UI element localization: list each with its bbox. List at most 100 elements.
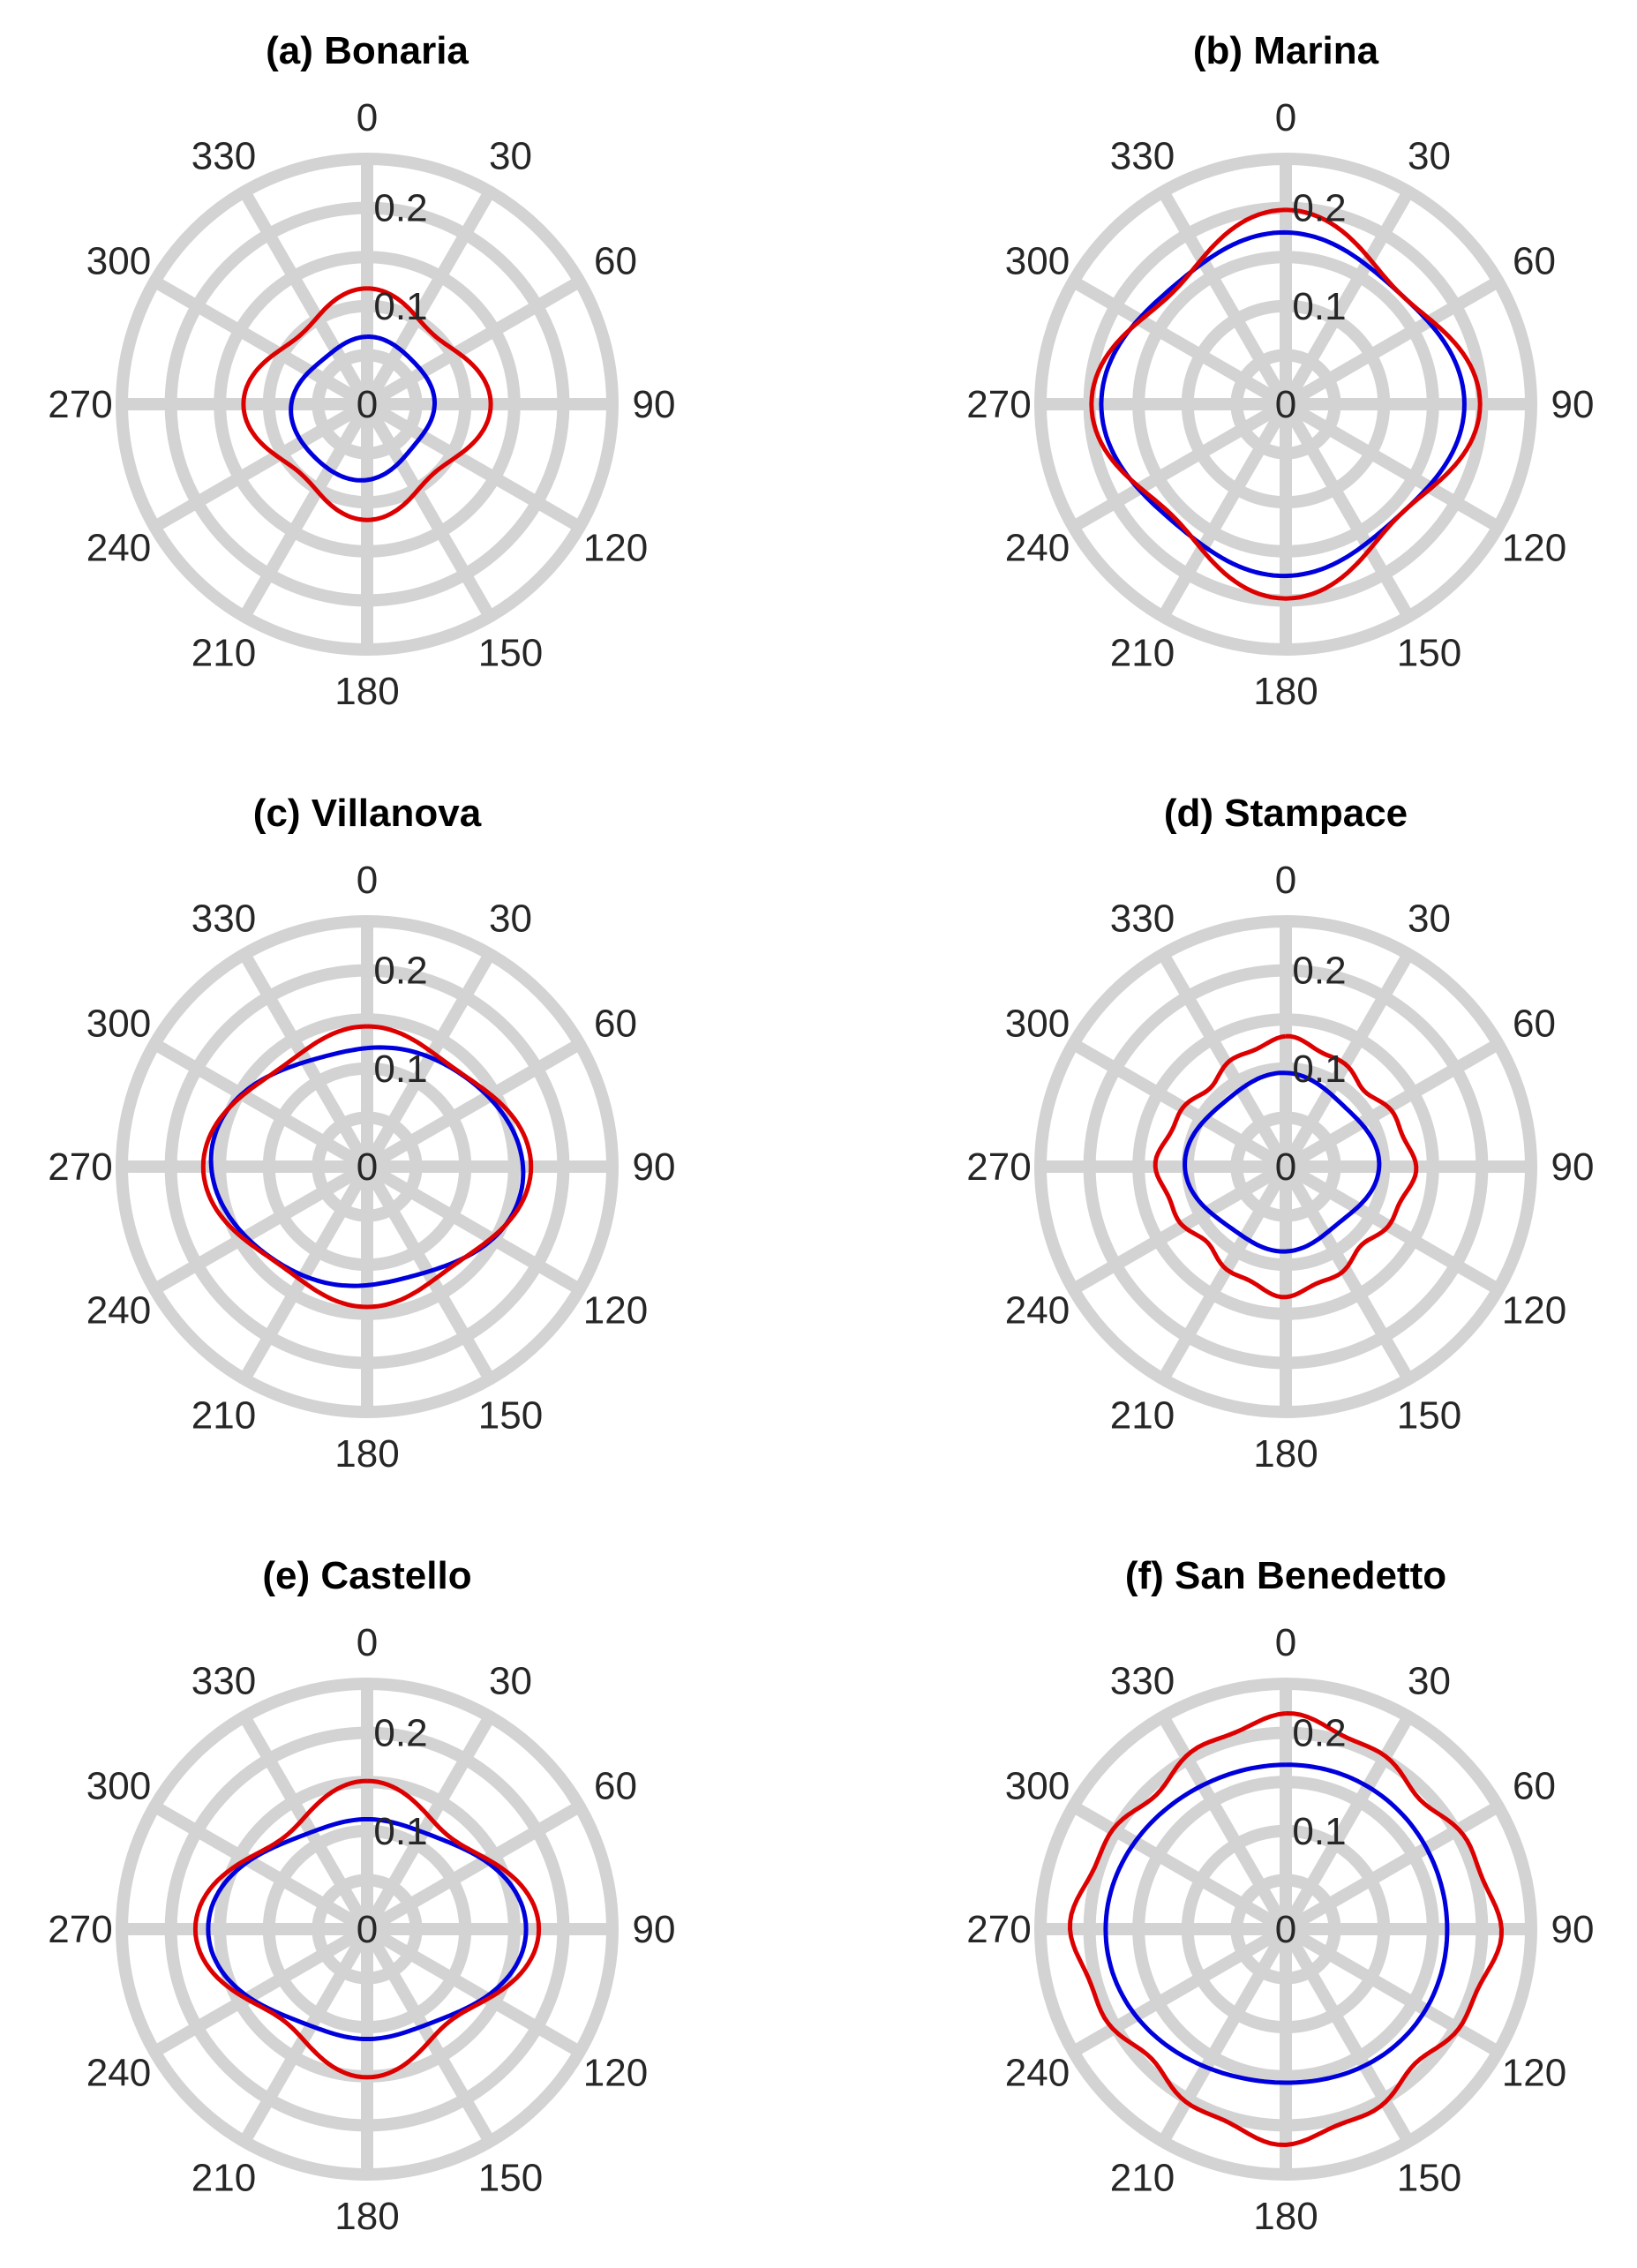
theta-tick-label: 300 bbox=[1005, 240, 1070, 283]
grid-ring bbox=[164, 1726, 570, 2132]
theta-tick-label: 210 bbox=[1110, 2157, 1175, 2200]
grid-spoke bbox=[151, 1800, 371, 1935]
r-tick-label: 0.2 bbox=[373, 950, 427, 993]
grid-spoke bbox=[1070, 1038, 1289, 1173]
series-line-blue bbox=[1183, 1070, 1382, 1254]
theta-tick-label: 210 bbox=[1110, 1394, 1175, 1438]
grid-ring bbox=[116, 153, 619, 656]
panel-title: (b) Marina bbox=[1193, 29, 1379, 72]
theta-tick-label: 180 bbox=[334, 1432, 399, 1476]
grid-spoke bbox=[151, 398, 371, 533]
grid-spoke bbox=[1280, 1163, 1415, 1383]
polar-panel: (e) Castello 0 30 60 90 120 150 180 210 240 270 300… bbox=[48, 1554, 675, 2238]
grid-spoke bbox=[1282, 275, 1502, 410]
theta-tick-label: 90 bbox=[633, 1145, 676, 1189]
theta-tick-label: 120 bbox=[583, 1289, 648, 1333]
theta-tick-label: 180 bbox=[334, 2195, 399, 2238]
theta-tick-label: 30 bbox=[1408, 135, 1451, 178]
theta-tick-label: 270 bbox=[966, 1908, 1031, 1951]
theta-tick-label: 120 bbox=[1502, 2052, 1566, 2095]
theta-tick-label: 0 bbox=[1275, 96, 1296, 139]
grid-ring bbox=[312, 1111, 423, 1222]
theta-tick-label: 90 bbox=[633, 1908, 676, 1951]
grid-ring bbox=[1230, 1874, 1341, 1985]
panel-title: (d) Stampace bbox=[1164, 792, 1408, 835]
grid-spoke bbox=[361, 401, 496, 620]
r-tick-label: 0.2 bbox=[1292, 950, 1346, 993]
grid-spoke bbox=[1157, 950, 1292, 1170]
theta-tick-label: 330 bbox=[191, 135, 256, 178]
r-tick-label: 0 bbox=[1275, 1908, 1296, 1951]
grid-spoke bbox=[364, 275, 583, 410]
series-line-red bbox=[1089, 207, 1483, 601]
grid-spoke bbox=[361, 1926, 496, 2145]
theta-tick-label: 120 bbox=[583, 2052, 648, 2095]
grid-spoke bbox=[1280, 1926, 1415, 2145]
polar-panel: (a) Bonaria 0 30 60 90 120 150 180 210 240 270 300 3… bbox=[48, 29, 675, 713]
r-tick-label: 0.1 bbox=[373, 1810, 427, 1853]
grid-spoke bbox=[364, 1923, 583, 2058]
grid-ring bbox=[1083, 964, 1489, 1370]
r-tick-label: 0.1 bbox=[373, 1048, 427, 1091]
grid-spoke bbox=[151, 1923, 371, 2058]
grid-spoke bbox=[1157, 401, 1292, 620]
theta-tick-label: 0 bbox=[357, 859, 378, 902]
theta-tick-label: 150 bbox=[478, 1394, 543, 1438]
theta-tick-label: 270 bbox=[48, 1145, 112, 1189]
theta-tick-label: 0 bbox=[357, 1621, 378, 1664]
grid-ring bbox=[1034, 153, 1537, 656]
series-line-red bbox=[200, 1024, 534, 1310]
theta-tick-label: 270 bbox=[966, 1145, 1031, 1189]
grid-spoke bbox=[1280, 401, 1415, 620]
r-tick-label: 0.1 bbox=[373, 285, 427, 328]
theta-tick-label: 180 bbox=[1253, 2195, 1318, 2238]
series-line-blue bbox=[206, 1817, 529, 2041]
theta-tick-label: 240 bbox=[1005, 2052, 1070, 2095]
grid-ring bbox=[1034, 915, 1537, 1418]
grid-spoke bbox=[361, 950, 496, 1170]
theta-tick-label: 240 bbox=[1005, 527, 1070, 570]
r-tick-label: 0.2 bbox=[1292, 1712, 1346, 1755]
polar-panel: (d) Stampace 0 30 60 90 120 150 180 210 240 270 300… bbox=[966, 792, 1594, 1476]
theta-tick-label: 60 bbox=[1513, 240, 1556, 283]
theta-tick-label: 300 bbox=[1005, 1765, 1070, 1808]
grid-spoke bbox=[238, 1163, 373, 1383]
grid-spoke bbox=[364, 1160, 583, 1295]
panel-title: (e) Castello bbox=[262, 1554, 471, 1597]
grid-spoke bbox=[1282, 398, 1502, 533]
theta-tick-label: 330 bbox=[191, 1660, 256, 1703]
grid-spoke bbox=[238, 401, 373, 620]
r-tick-label: 0.1 bbox=[1292, 285, 1346, 328]
grid-spoke bbox=[1070, 1800, 1289, 1935]
grid-spoke bbox=[364, 1800, 583, 1935]
grid-ring bbox=[262, 1824, 472, 2034]
theta-tick-label: 330 bbox=[1110, 135, 1175, 178]
grid-spoke bbox=[1157, 188, 1292, 408]
theta-tick-label: 30 bbox=[489, 135, 532, 178]
grid-ring bbox=[1230, 349, 1341, 460]
r-tick-label: 0.2 bbox=[1292, 187, 1346, 230]
theta-tick-label: 150 bbox=[478, 632, 543, 675]
grid-spoke bbox=[151, 275, 371, 410]
panel-title: (a) Bonaria bbox=[266, 29, 469, 72]
grid-spoke bbox=[361, 1713, 496, 1933]
grid-spoke bbox=[1280, 950, 1415, 1170]
series-line-red bbox=[1068, 1711, 1504, 2147]
theta-tick-label: 0 bbox=[1275, 859, 1296, 902]
theta-tick-label: 120 bbox=[583, 527, 648, 570]
theta-tick-label: 300 bbox=[86, 240, 151, 283]
grid-spoke bbox=[238, 1926, 373, 2145]
theta-tick-label: 90 bbox=[633, 383, 676, 426]
grid-ring bbox=[1132, 1776, 1439, 2083]
grid-ring bbox=[1034, 1678, 1537, 2181]
r-tick-label: 0.1 bbox=[1292, 1048, 1346, 1091]
grid-ring bbox=[262, 1062, 472, 1272]
grid-spoke bbox=[1282, 1160, 1502, 1295]
grid-spoke bbox=[1157, 1713, 1292, 1933]
theta-tick-label: 270 bbox=[48, 383, 112, 426]
theta-tick-label: 270 bbox=[966, 383, 1031, 426]
grid-spoke bbox=[1070, 275, 1289, 410]
grid-spoke bbox=[151, 1038, 371, 1173]
theta-tick-label: 30 bbox=[1408, 1660, 1451, 1703]
grid-spoke bbox=[238, 188, 373, 408]
